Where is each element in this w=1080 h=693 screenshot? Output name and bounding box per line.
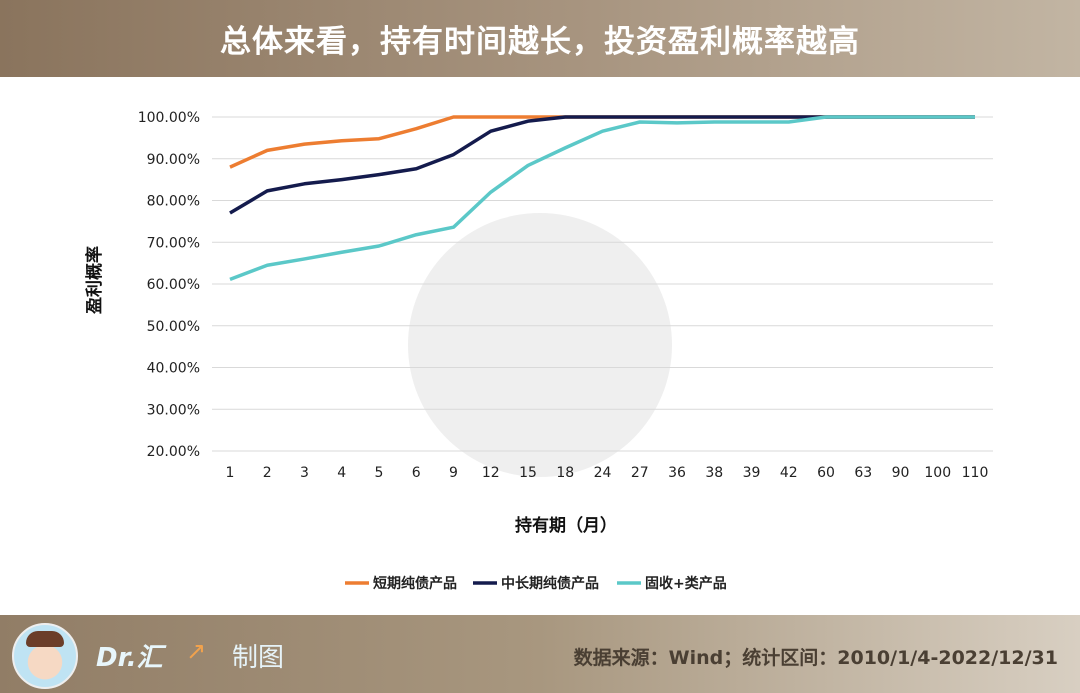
x-tick-label: 110 xyxy=(962,465,989,481)
x-tick-label: 12 xyxy=(482,465,500,481)
y-axis-label: 盈利概率 xyxy=(84,246,105,315)
x-tick-label: 24 xyxy=(594,465,612,481)
y-tick-label: 30.00% xyxy=(147,402,200,418)
legend-label: 固收+类产品 xyxy=(645,575,727,592)
x-tick-label: 1 xyxy=(226,465,235,481)
trend-arrow-icon: ↗ xyxy=(186,637,207,665)
x-tick-label: 27 xyxy=(631,465,649,481)
y-tick-label: 90.00% xyxy=(147,152,200,168)
made-label: 制图 xyxy=(232,643,285,673)
y-tick-label: 80.00% xyxy=(147,194,200,210)
x-tick-label: 36 xyxy=(668,465,686,481)
x-tick-label: 2 xyxy=(263,465,272,481)
y-tick-label: 60.00% xyxy=(147,277,200,293)
line-chart: 20.00% 30.00% 40.00% 50.00% 60.00% 70.00% 80.0… xyxy=(84,110,993,592)
brand-logo: Dr.汇 xyxy=(96,643,163,673)
x-tick-label: 6 xyxy=(412,465,421,481)
watermark-logo xyxy=(408,213,672,477)
legend-label: 中长期纯债产品 xyxy=(501,575,599,592)
y-tick-label: 50.00% xyxy=(147,319,200,335)
x-tick-label: 5 xyxy=(375,465,384,481)
x-axis-label: 持有期（月） xyxy=(515,515,617,536)
legend-label: 短期纯债产品 xyxy=(373,575,457,592)
x-tick-label: 9 xyxy=(449,465,458,481)
y-tick-label: 40.00% xyxy=(147,361,200,377)
x-tick-label: 63 xyxy=(854,465,872,481)
x-tick-label: 3 xyxy=(300,465,309,481)
avatar xyxy=(12,623,78,689)
x-tick-label: 90 xyxy=(892,465,910,481)
x-tick-label: 18 xyxy=(556,465,574,481)
y-tick-label: 20.00% xyxy=(147,444,200,460)
x-tick-label: 60 xyxy=(817,465,835,481)
x-tick-label: 4 xyxy=(337,465,346,481)
data-source: 数据来源：Wind；统计区间：2010/1/4-2022/12/31 xyxy=(573,647,1058,669)
series-line-0 xyxy=(229,115,975,169)
x-tick-label: 42 xyxy=(780,465,798,481)
x-tick-label: 100 xyxy=(924,465,951,481)
footer-banner: Dr.汇 ↗ 制图 数据来源：Wind；统计区间：2010/1/4-2022/1… xyxy=(0,615,1080,693)
y-tick-label: 70.00% xyxy=(147,235,200,251)
x-tick-label: 15 xyxy=(519,465,537,481)
x-tick-label: 39 xyxy=(743,465,761,481)
y-tick-label: 100.00% xyxy=(138,110,200,126)
x-tick-label: 38 xyxy=(705,465,723,481)
page-title: 总体来看，持有时间越长，投资盈利概率越高 xyxy=(220,24,860,60)
header-banner: 总体来看，持有时间越长，投资盈利概率越高 xyxy=(0,0,1080,77)
